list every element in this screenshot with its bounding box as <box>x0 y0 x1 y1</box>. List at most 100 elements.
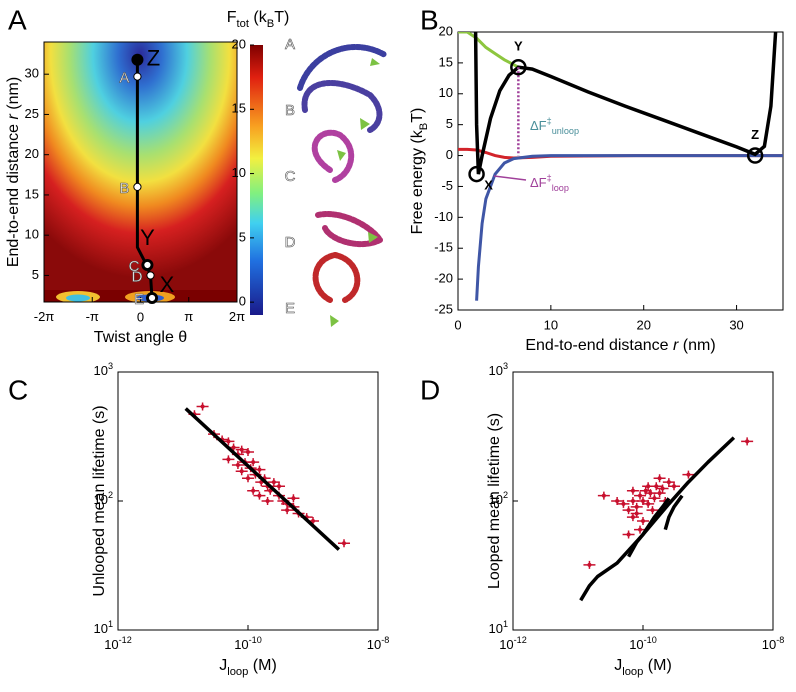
data-dot <box>646 484 651 489</box>
label-part: B <box>418 123 430 130</box>
label-part: -8 <box>381 635 389 645</box>
state-marker <box>510 58 527 76</box>
structures <box>297 44 388 327</box>
y-tick-label: 101 <box>488 619 508 636</box>
data-dot <box>626 508 631 513</box>
label-part: J <box>219 657 227 674</box>
x-axis-label: Jloop (M) <box>219 657 277 678</box>
state-label: Z <box>751 127 759 142</box>
energy-landscape <box>44 42 237 302</box>
data-dot <box>226 457 231 462</box>
data-dot <box>630 488 635 493</box>
y-axis-label: Unlooped mean lifetime (s) <box>91 405 108 596</box>
label-part: (nm) <box>678 337 715 354</box>
data-dot <box>630 515 635 520</box>
data-dot <box>686 472 691 477</box>
path-point <box>147 293 157 303</box>
label-part: loop <box>552 183 569 193</box>
label-part: 3 <box>108 361 113 371</box>
label-part: 10 <box>93 492 107 507</box>
data-dot <box>745 439 750 444</box>
label-part: 2 <box>108 490 113 500</box>
state-label: Z <box>147 46 160 71</box>
point-label: A <box>119 70 129 87</box>
x-tick-label: 20 <box>636 317 650 332</box>
label-part: 1 <box>108 619 113 629</box>
label-part: -π <box>86 309 99 324</box>
label-part: -8 <box>776 635 784 645</box>
x-tick-label: 10-8 <box>367 635 390 652</box>
data-dot <box>643 488 648 493</box>
label-part: ΔF <box>530 175 547 190</box>
data-dot <box>654 484 659 489</box>
data-dot <box>200 404 205 409</box>
data-dot <box>265 499 270 503</box>
label-part: r <box>673 337 679 354</box>
data-dot <box>646 501 651 506</box>
state-label: Y <box>140 225 155 250</box>
data-dot <box>257 493 262 498</box>
data-dot <box>291 496 296 501</box>
label-part: π <box>184 309 193 324</box>
state-label: X <box>484 178 493 193</box>
annotation-arrow <box>493 175 527 181</box>
data-dot <box>660 486 665 491</box>
data-dot <box>251 460 256 465</box>
label-part: (M) <box>643 657 671 674</box>
data-dot <box>235 463 240 468</box>
energy-curve <box>458 32 520 69</box>
x-axis-label: End-to-end distance r (nm) <box>525 337 715 354</box>
state-marker <box>131 53 144 66</box>
label-part: ΔF <box>530 118 547 133</box>
x-tick-label: 30 <box>729 317 743 332</box>
x-axis-label: Jloop (M) <box>614 657 672 678</box>
x-tick-label: -2π <box>34 309 55 324</box>
x-tick-label: π <box>184 309 193 324</box>
label-part: 10 <box>488 363 502 378</box>
label-part: -10 <box>249 635 262 645</box>
label-part: T) <box>409 108 426 123</box>
label-part: -10 <box>644 635 657 645</box>
x-tick-label: 2π <box>229 309 245 324</box>
y-tick-label: 30 <box>25 66 39 81</box>
data-dot <box>587 562 592 567</box>
colorbar-tick-label: 0 <box>239 294 246 309</box>
data-dot <box>239 469 244 474</box>
structure-label: A <box>285 36 295 53</box>
data-dot <box>666 480 671 485</box>
y-tick-label: 15 <box>439 54 453 69</box>
label-part: ‡ <box>547 116 552 126</box>
data-dot <box>271 480 276 485</box>
colorbar-label: Ftot (kBT) <box>227 9 290 30</box>
path-point <box>143 260 152 270</box>
data-dot <box>634 511 639 516</box>
label-part: 1 <box>503 619 508 629</box>
label-part: 2 <box>503 490 508 500</box>
label-part: 10 <box>629 637 643 652</box>
state-label: X <box>160 272 175 297</box>
y-tick-label: -10 <box>434 209 453 224</box>
x-axis-label: Twist angle θ <box>94 329 187 346</box>
label-part: -12 <box>119 635 132 645</box>
y-tick-label: -20 <box>434 271 453 286</box>
label-part: 10 <box>93 621 107 636</box>
y-tick-label: 0 <box>446 147 453 162</box>
data-dot <box>257 467 262 472</box>
data-dot <box>672 484 677 489</box>
y-tick-label: -25 <box>434 301 453 316</box>
label-part: 10 <box>93 363 107 378</box>
data-dot <box>648 491 653 496</box>
data-dot <box>630 499 635 503</box>
x-tick-label: 0 <box>454 317 461 332</box>
x-tick-label: -π <box>86 309 99 324</box>
label-part: T) <box>274 9 289 26</box>
y-tick-label: 25 <box>25 106 39 121</box>
structure-label: C <box>285 168 296 185</box>
y-tick-label: 103 <box>488 361 508 378</box>
y-axis-label: Free energy (kBT) <box>409 108 430 235</box>
colorbar <box>250 45 263 315</box>
label-part: 10 <box>234 637 248 652</box>
label-part: r <box>5 114 22 120</box>
point-label: D <box>132 268 143 285</box>
